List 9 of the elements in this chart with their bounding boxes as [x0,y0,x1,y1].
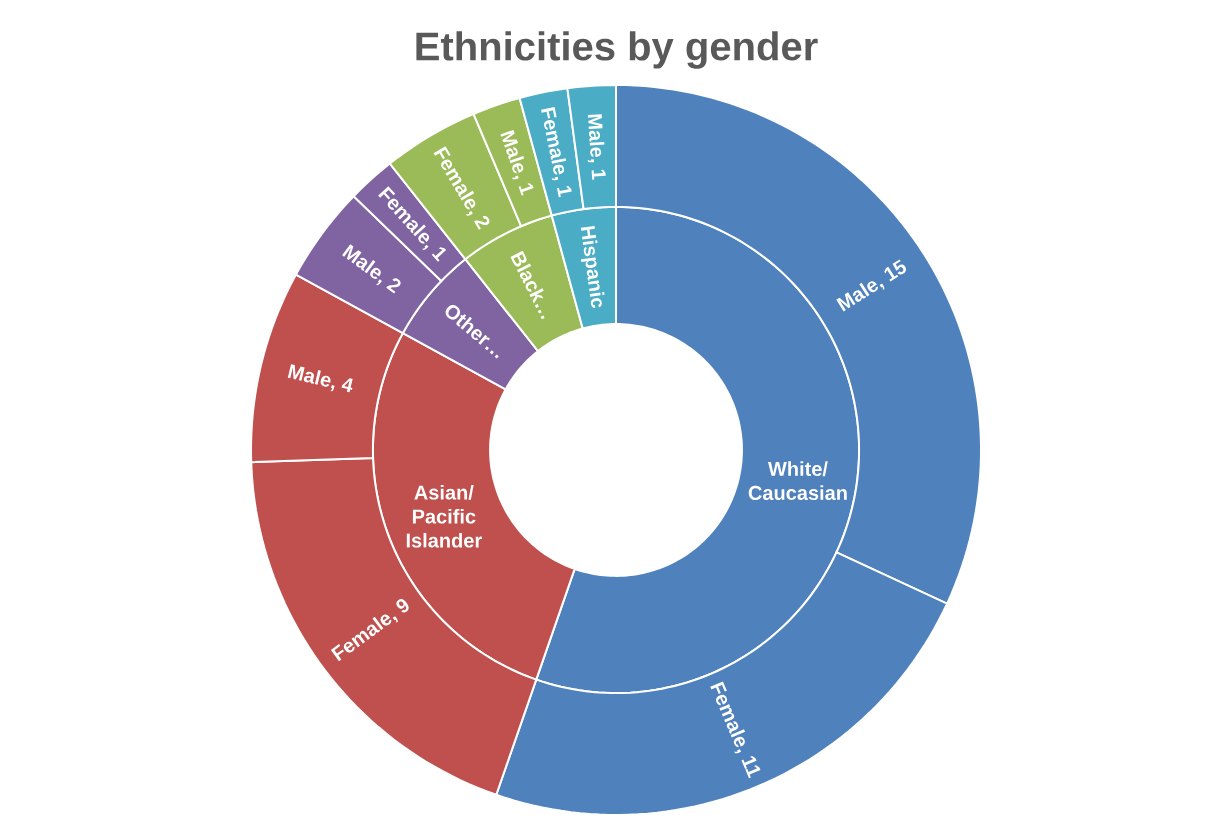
slice-label: Male, 15 [836,259,907,312]
slice-label: Female, 1 [541,107,572,198]
slice-label: Male, 1 [587,114,606,180]
slice-label: Asian/ Pacific Islander [406,484,482,548]
slice-label: Male, 1 [500,129,534,196]
slice-label: White/ Caucasian [748,461,847,501]
slice-label: Hispanic [580,226,605,309]
chart-title: Ethnicities by gender [416,31,818,69]
slice-label: Male, 4 [287,364,353,393]
